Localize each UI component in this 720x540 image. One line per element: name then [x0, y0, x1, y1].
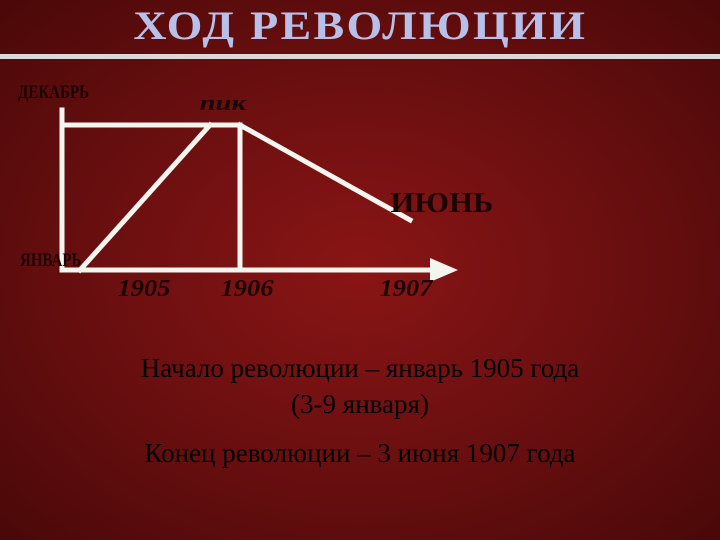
label-1907: 1907 [380, 276, 433, 303]
page-title-text: ХОД РЕВОЛЮЦИИ [133, 2, 587, 49]
desc-line1: Начало революции – январь 1905 года [0, 350, 720, 386]
title-underline [0, 54, 720, 59]
label-peak: пик [200, 90, 246, 116]
label-january: ЯНВАРЬ [20, 251, 81, 272]
page-title: ХОД РЕВОЛЮЦИИ [0, 2, 720, 49]
label-december: ДЕКАБРЬ [18, 83, 89, 104]
revolution-chart: ДЕКАБРЬ ЯНВАРЬ пик ИЮНЬ 1905 1906 1907 [30, 80, 490, 300]
desc-line2: (3-9 января) [0, 386, 720, 422]
label-june: ИЮНЬ [390, 188, 493, 220]
label-1906: 1906 [221, 276, 274, 303]
label-1905: 1905 [118, 276, 171, 303]
desc-line3: Конец революции – 3 июня 1907 года [0, 435, 720, 471]
description-block: Начало революции – январь 1905 года (3-9… [0, 350, 720, 471]
